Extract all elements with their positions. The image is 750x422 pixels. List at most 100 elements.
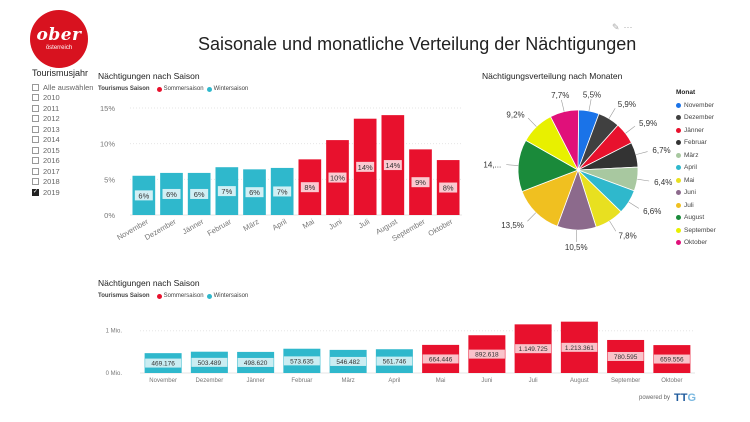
abs-chart-title: Nächtigungen nach Saison <box>98 278 200 288</box>
slicer-item-label: 2010 <box>43 93 60 103</box>
legend-sommer[interactable]: Sommersaison <box>163 293 204 299</box>
legend-dot-icon <box>676 190 681 196</box>
pie-legend-label: April <box>684 164 698 172</box>
pie-leader-line <box>527 212 537 222</box>
pie-data-label: 5,9% <box>639 119 657 128</box>
checkbox-icon[interactable] <box>32 83 39 91</box>
slicer-item-label: 2018 <box>43 177 60 187</box>
checkbox-icon[interactable] <box>32 125 39 133</box>
data-label: 14% <box>358 163 373 172</box>
x-tick-label: August <box>570 378 589 384</box>
legend-dot-icon <box>676 202 681 208</box>
slicer-item[interactable]: 2014 <box>32 135 102 146</box>
slicer-item[interactable]: 2015 <box>32 145 102 156</box>
slicer-item[interactable]: 2018 <box>32 177 102 188</box>
checkbox-checked-icon[interactable]: ✓ <box>32 188 39 196</box>
checkbox-icon[interactable] <box>32 167 39 175</box>
slicer-item-label: 2019 <box>43 187 60 197</box>
pie-chart-title: Nächtigungsverteilung nach Monaten <box>482 71 623 81</box>
slicer-item[interactable]: ✓ 2019 <box>32 187 102 198</box>
data-label-bg <box>162 188 181 199</box>
pie-legend-item[interactable]: März <box>676 149 746 162</box>
checkbox-icon[interactable] <box>32 104 39 112</box>
pie-legend-item[interactable]: November <box>676 99 746 112</box>
slicer-item[interactable]: 2013 <box>32 124 102 135</box>
data-label-bg <box>468 349 505 359</box>
pie-legend-item[interactable]: Dezember <box>676 112 746 125</box>
pie-legend-item[interactable]: Mai <box>676 174 746 187</box>
legend-winter[interactable]: Wintersaison <box>213 293 249 299</box>
x-tick-label: Juni <box>481 378 492 384</box>
data-label: 7% <box>277 187 288 196</box>
x-tick-label: Februar <box>291 378 312 384</box>
data-label: 8% <box>443 184 454 193</box>
checkbox-icon[interactable] <box>32 178 39 186</box>
pie-data-label: 6,4% <box>654 178 672 187</box>
slicer-item[interactable]: Alle auswählen <box>32 82 102 93</box>
legend-dot-icon <box>676 227 681 233</box>
data-label-bg <box>283 356 320 366</box>
pie-legend-item[interactable]: Oktober <box>676 237 746 250</box>
slicer-item-label: 2017 <box>43 166 60 176</box>
data-label: 780.595 <box>614 354 638 361</box>
pie-legend-item[interactable]: August <box>676 212 746 225</box>
slicer-item-label: 2016 <box>43 156 60 166</box>
page-title: Saisonale und monatliche Verteilung der … <box>198 34 637 54</box>
sommer-dot-icon <box>156 86 162 92</box>
pie-legend-item[interactable]: Februar <box>676 137 746 150</box>
data-label: 8% <box>304 183 315 192</box>
x-tick-label: September <box>611 378 640 384</box>
powered-by: powered by TTG <box>639 392 696 404</box>
pin-icon[interactable]: ✎ <box>612 22 624 32</box>
pie-legend-item[interactable]: Jänner <box>676 124 746 137</box>
data-label-bg <box>191 357 228 367</box>
y-tick-label: 0% <box>104 211 115 220</box>
data-label: 7% <box>221 187 232 196</box>
data-label-bg <box>607 351 644 361</box>
checkbox-icon[interactable] <box>32 115 39 123</box>
legend-winter[interactable]: Wintersaison <box>213 86 249 92</box>
pie-leader-line <box>628 201 640 209</box>
checkbox-icon[interactable] <box>32 136 39 144</box>
x-tick-label: April <box>388 378 400 384</box>
data-label: 10% <box>330 174 345 183</box>
visual-header-icons[interactable]: ✎⋯ <box>612 22 637 33</box>
pie-data-label: 5,9% <box>618 100 636 109</box>
data-label-bg <box>356 161 375 172</box>
pie-data-label: 5,5% <box>583 90 601 99</box>
x-tick-label: Februar <box>206 217 234 238</box>
pie-legend-label: März <box>684 151 699 159</box>
data-label: 469.176 <box>151 361 175 368</box>
pie-leader-line <box>609 220 617 232</box>
pie-leader-line <box>527 117 537 127</box>
pie-legend-item[interactable]: September <box>676 224 746 237</box>
checkbox-icon[interactable] <box>32 94 39 102</box>
slicer-item[interactable]: 2016 <box>32 156 102 167</box>
x-tick-label: Oktober <box>427 217 455 238</box>
data-label-bg <box>190 188 209 199</box>
data-label: 546.482 <box>336 359 360 366</box>
legend-title: Tourismus Saison <box>98 293 150 299</box>
checkbox-icon[interactable] <box>32 146 39 154</box>
pie-leader-line <box>561 99 565 112</box>
abs-chart-legend: Tourismus Saison Sommersaison Wintersais… <box>98 293 248 299</box>
pie-legend-label: Juni <box>684 189 696 197</box>
slicer-item[interactable]: 2012 <box>32 114 102 125</box>
pie-legend-item[interactable]: Juli <box>676 199 746 212</box>
slicer-item[interactable]: 2017 <box>32 166 102 177</box>
season-chart-legend: Tourismus Saison Sommersaison Wintersais… <box>98 86 248 92</box>
slicer-item[interactable]: 2011 <box>32 103 102 114</box>
pie-legend-item[interactable]: Juni <box>676 187 746 200</box>
checkbox-icon[interactable] <box>32 157 39 165</box>
pie-slice <box>517 139 579 193</box>
pie-legend-item[interactable]: April <box>676 162 746 175</box>
x-tick-label: Oktober <box>661 378 682 384</box>
x-tick-label: November <box>149 378 177 384</box>
data-label: 9% <box>415 178 426 187</box>
slicer-item-label: 2011 <box>43 103 60 113</box>
slicer-item[interactable]: 2010 <box>32 93 102 104</box>
legend-sommer[interactable]: Sommersaison <box>163 86 204 92</box>
more-options-icon[interactable]: ⋯ <box>623 22 637 32</box>
legend-dot-icon <box>676 152 681 158</box>
